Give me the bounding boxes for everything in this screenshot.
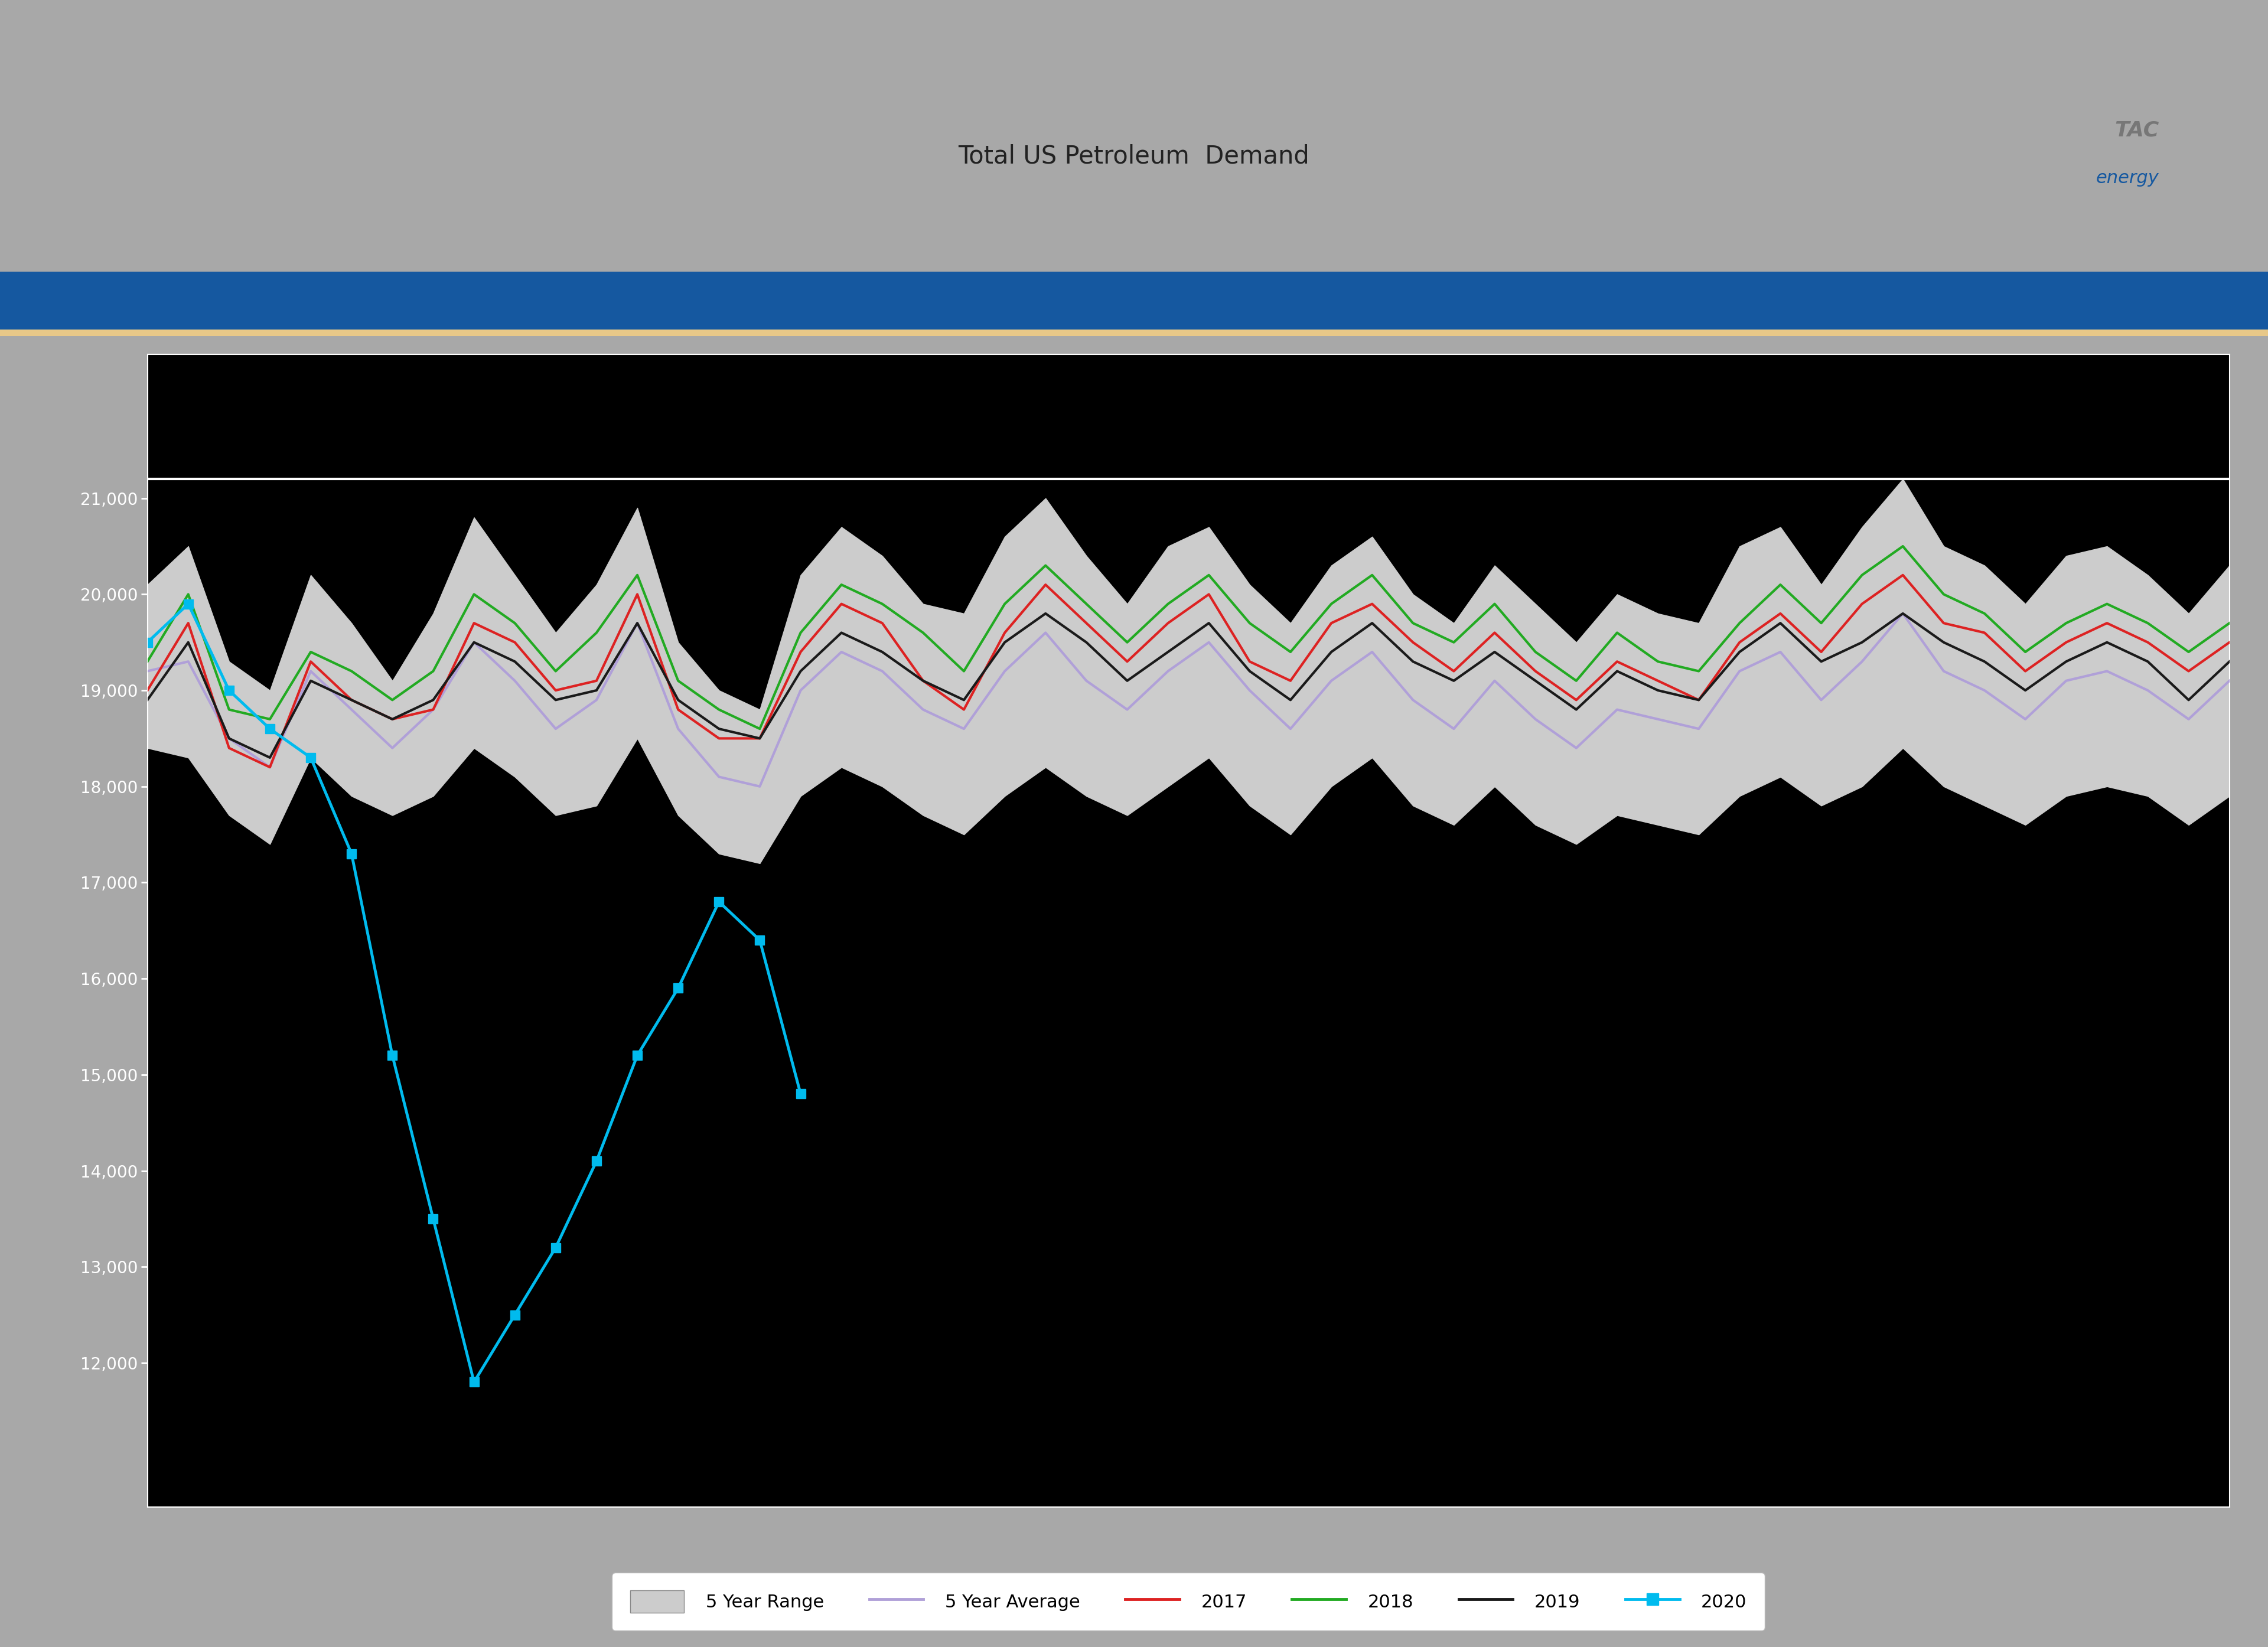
Text: energy: energy	[2096, 170, 2159, 186]
Text: Total US Petroleum  Demand: Total US Petroleum Demand	[959, 143, 1309, 170]
Text: TAC: TAC	[2114, 120, 2159, 140]
Legend: 5 Year Range, 5 Year Average, 2017, 2018, 2019, 2020: 5 Year Range, 5 Year Average, 2017, 2018…	[612, 1573, 1765, 1631]
